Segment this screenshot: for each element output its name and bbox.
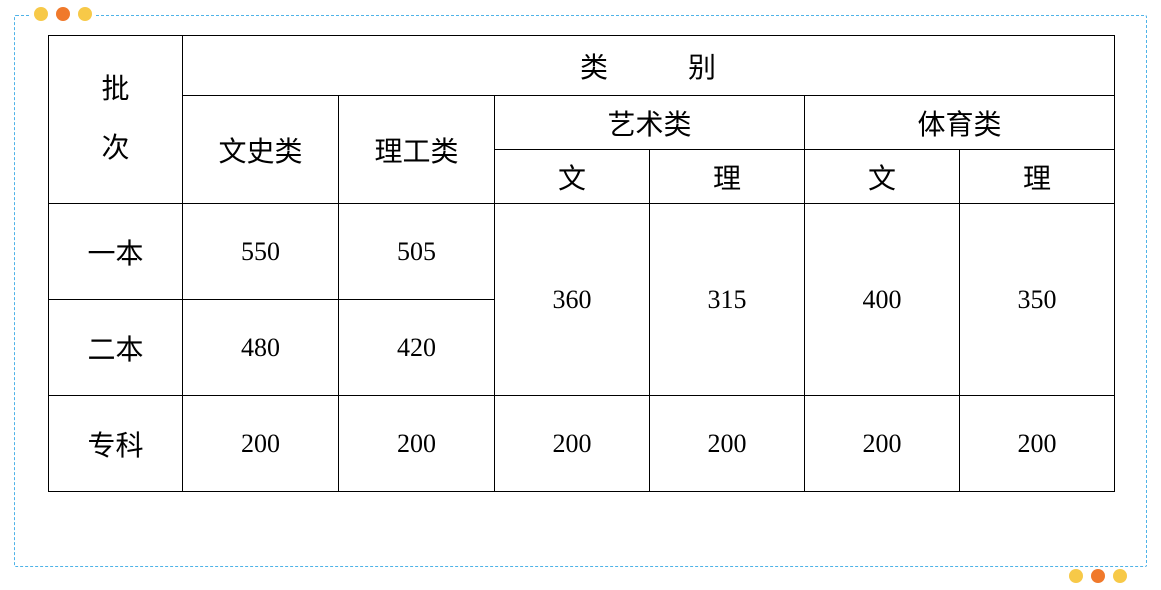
cell-t1-ligong: 505	[339, 204, 495, 300]
row-label-tier2: 二本	[49, 300, 183, 396]
cell-zk-art-li: 200	[650, 396, 805, 492]
dot-icon	[56, 7, 70, 21]
cell-zk-art-wen: 200	[495, 396, 650, 492]
col-header-wenshi: 文史类	[183, 96, 339, 204]
col-header-ligong: 理工类	[339, 96, 495, 204]
cell-zk-wenshi: 200	[183, 396, 339, 492]
cell-zk-sport-li: 200	[960, 396, 1115, 492]
corner-dots-bottom-right	[1065, 569, 1131, 583]
row-label-tier1: 一本	[49, 204, 183, 300]
cell-merged-sport-li: 350	[960, 204, 1115, 396]
corner-dots-top-left	[30, 7, 96, 21]
col-header-category: 类别	[183, 36, 1115, 96]
col-sub-sport-li: 理	[960, 150, 1115, 204]
row-header-batch: 批 次	[49, 36, 183, 204]
row-label-zhuanke: 专科	[49, 396, 183, 492]
cell-t1-wenshi: 550	[183, 204, 339, 300]
dot-icon	[78, 7, 92, 21]
cell-merged-art-wen: 360	[495, 204, 650, 396]
col-sub-art-wen: 文	[495, 150, 650, 204]
col-sub-sport-wen: 文	[805, 150, 960, 204]
cell-merged-sport-wen: 400	[805, 204, 960, 396]
col-sub-art-li: 理	[650, 150, 805, 204]
cell-t2-ligong: 420	[339, 300, 495, 396]
cell-zk-sport-wen: 200	[805, 396, 960, 492]
score-table-container: 批 次 类别 文史类 理工类 艺术类 体育类 文 理 文 理 一本 550 50…	[48, 35, 1114, 492]
cell-merged-art-li: 315	[650, 204, 805, 396]
cell-zk-ligong: 200	[339, 396, 495, 492]
dot-icon	[1113, 569, 1127, 583]
score-table: 批 次 类别 文史类 理工类 艺术类 体育类 文 理 文 理 一本 550 50…	[48, 35, 1115, 492]
dot-icon	[1091, 569, 1105, 583]
dot-icon	[1069, 569, 1083, 583]
batch-label-line2: 次	[101, 133, 129, 164]
cell-t2-wenshi: 480	[183, 300, 339, 396]
dot-icon	[34, 7, 48, 21]
batch-label-line1: 批	[101, 74, 129, 105]
col-group-sport: 体育类	[805, 96, 1115, 150]
col-group-art: 艺术类	[495, 96, 805, 150]
